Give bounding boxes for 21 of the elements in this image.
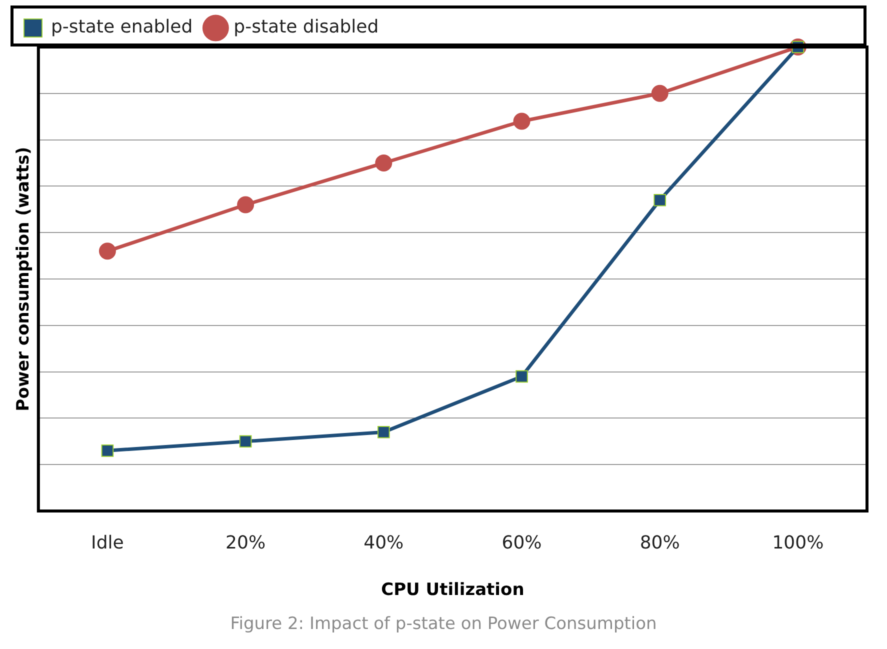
x-axis-title: CPU Utilization: [381, 580, 524, 600]
point: [377, 426, 390, 438]
point: [101, 444, 114, 457]
y-axis-title: Power consumption (watts): [14, 146, 34, 412]
point: [239, 435, 252, 448]
point: [237, 196, 254, 214]
legend-label: p-state disabled: [234, 16, 379, 38]
x-tick-label: 60%: [502, 532, 542, 554]
point: [98, 242, 116, 260]
x-tick-label: 20%: [226, 532, 266, 554]
point: [375, 154, 392, 172]
point: [654, 194, 666, 206]
caption: Figure 2: Impact of p-state on Power Consumption: [229, 614, 658, 634]
point: [651, 84, 668, 102]
legend-label: p-state enabled: [51, 16, 193, 38]
x-tick-label: 80%: [640, 532, 680, 554]
x-tick-label: 40%: [364, 532, 404, 554]
x-tick-label: Idle: [91, 532, 124, 554]
point: [516, 370, 528, 383]
point: [513, 112, 530, 130]
x-tick-label: 100%: [772, 532, 824, 554]
